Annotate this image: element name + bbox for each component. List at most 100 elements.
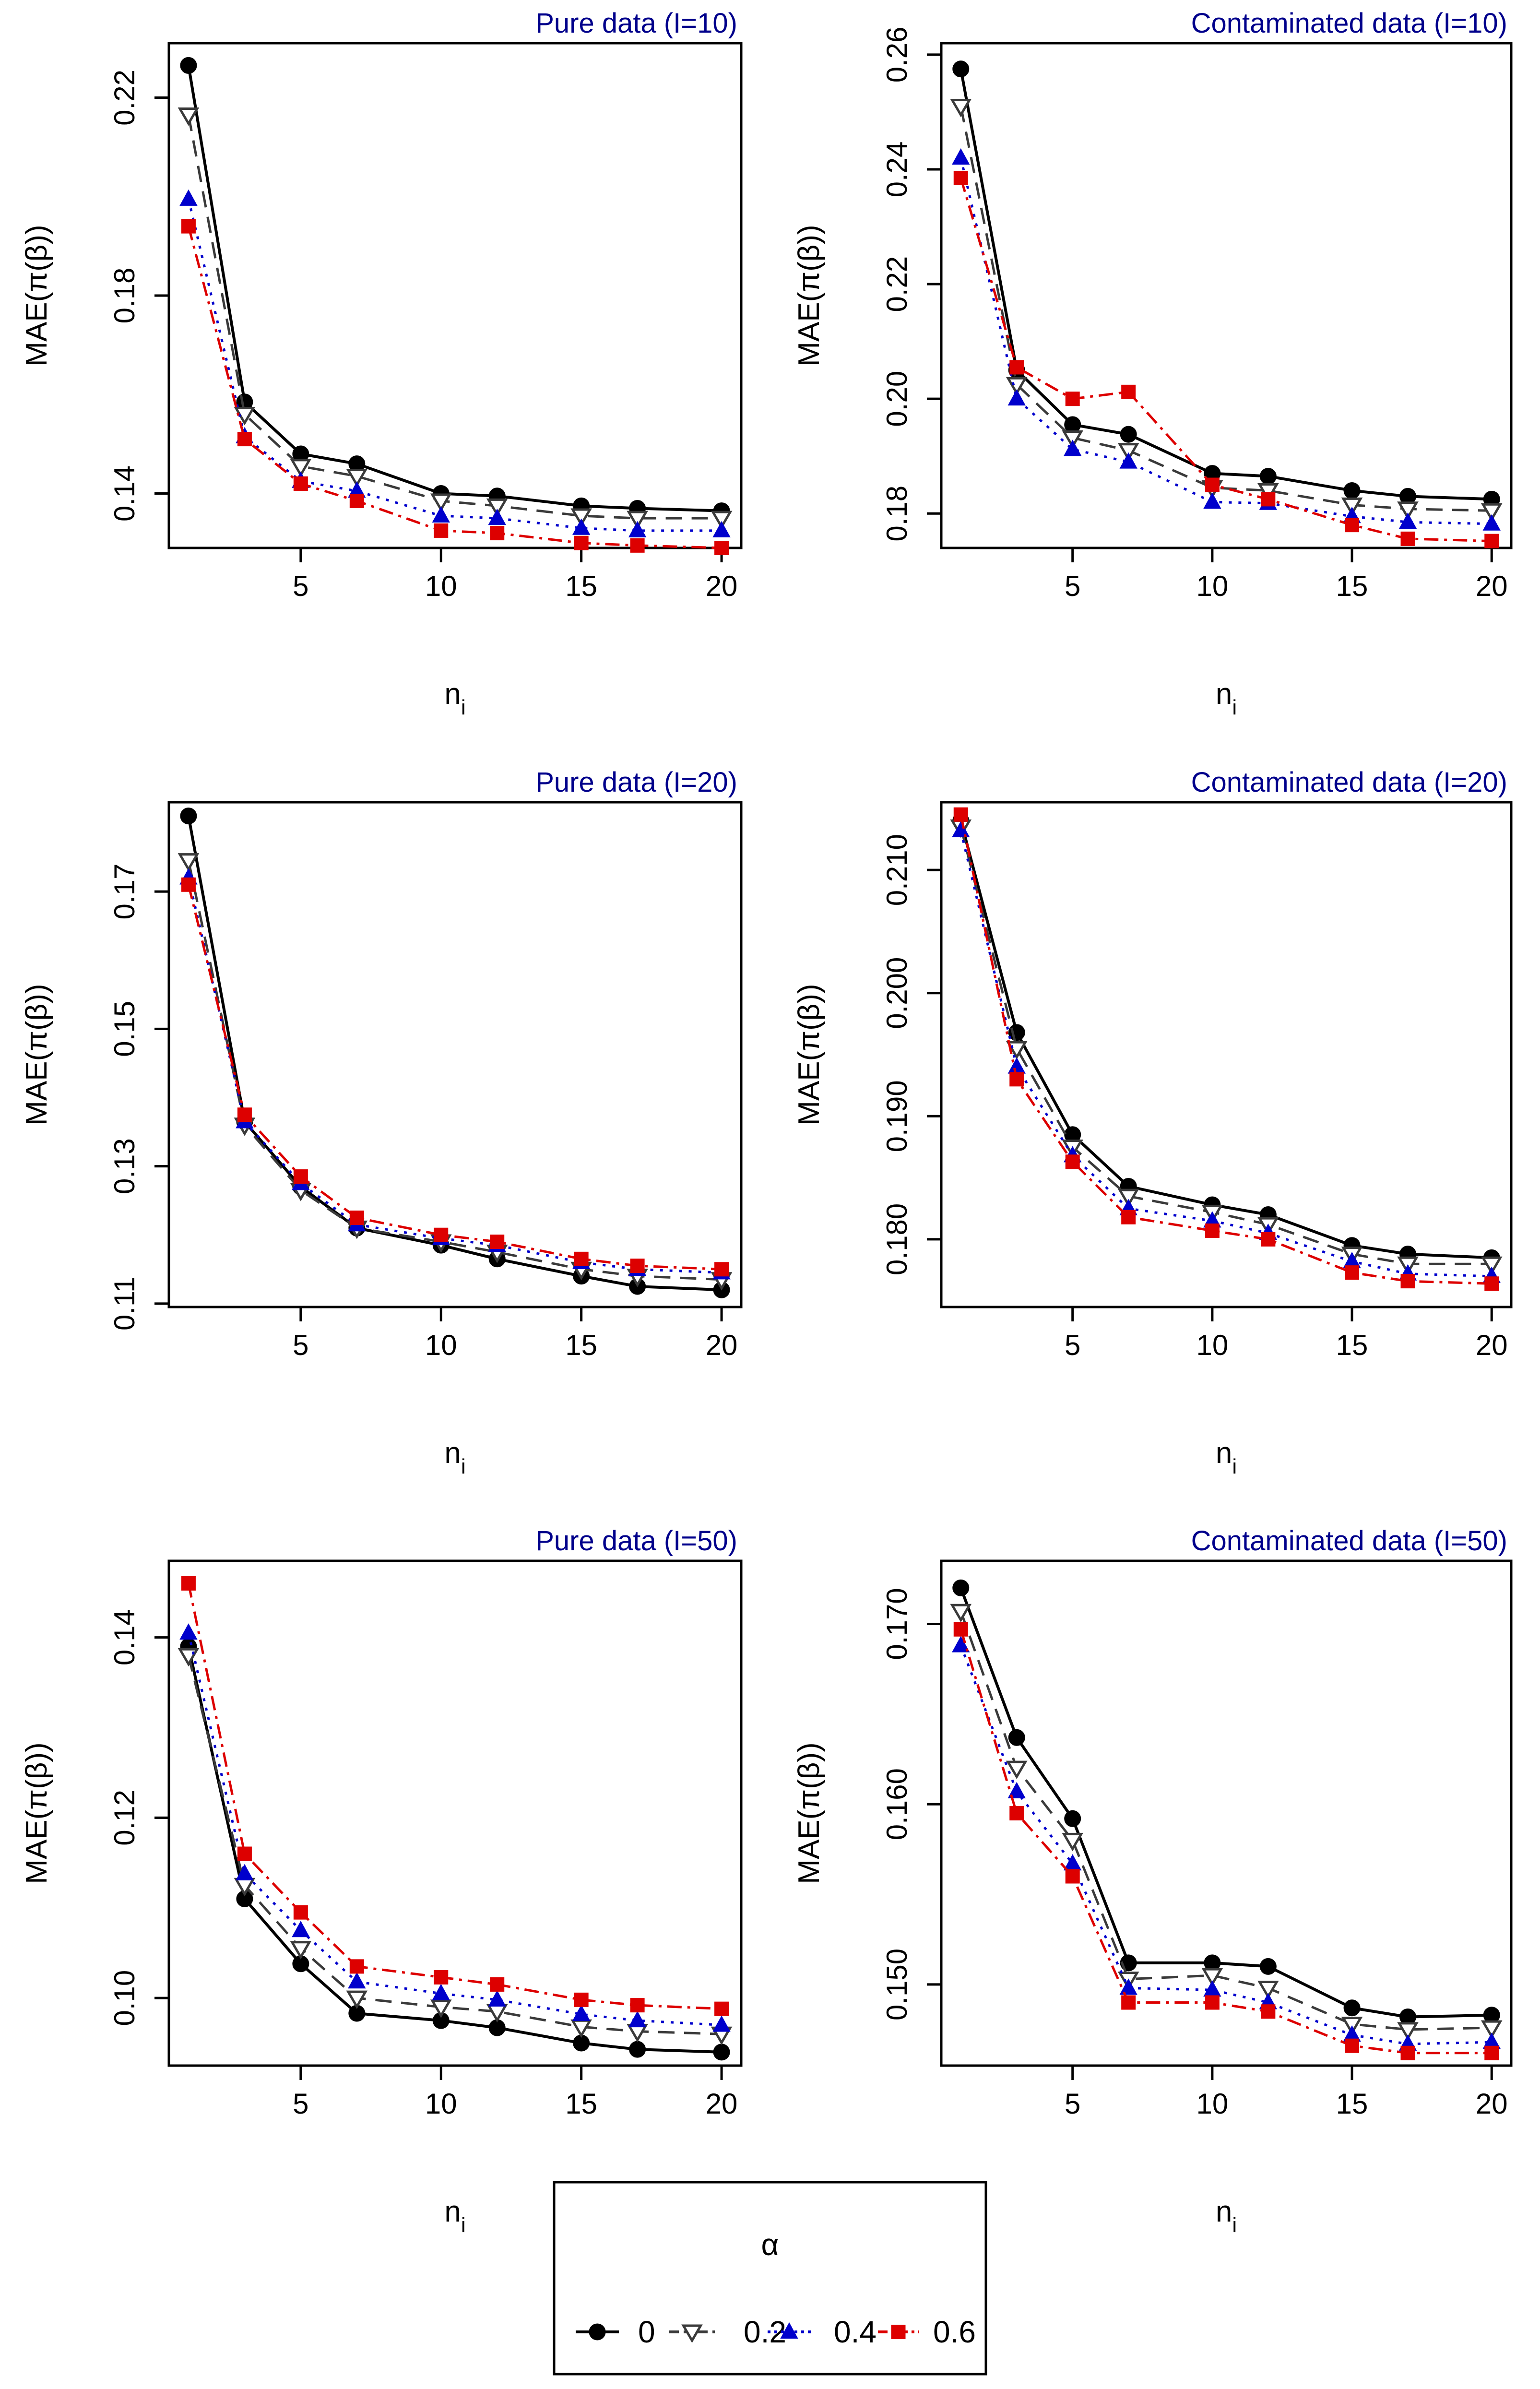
data-point-0.4 (1398, 512, 1417, 529)
plot-frame (940, 1559, 1513, 2067)
series-line-0 (187, 1646, 722, 2054)
x-tick-label: 20 (1476, 570, 1508, 602)
data-point-0.2 (1257, 483, 1279, 502)
data-point-0.6 (349, 1210, 364, 1225)
series-line-0.6 (960, 1629, 1492, 2055)
y-tick-label: 0.26 (881, 27, 913, 83)
series-line-0.2 (960, 826, 1492, 1265)
data-point-0.6 (1205, 477, 1220, 492)
data-point-0.4 (1007, 389, 1026, 406)
y-tick-label: 0.180 (881, 1203, 913, 1275)
data-point-0.6 (1121, 1995, 1136, 2010)
data-point-0.4 (1064, 440, 1082, 456)
legend-label-0: 0 (638, 2315, 655, 2349)
panel-1: Pure data (I=10) 5 10 15 20 0.14 0.18 0.22 ni MAE… (20, 8, 743, 719)
data-point-0.4 (572, 2004, 591, 2021)
x-tick-label: 10 (1196, 1329, 1229, 1361)
data-point-0.4 (488, 1990, 506, 2007)
data-point-0.6 (953, 807, 968, 822)
data-point-0 (1064, 1810, 1081, 1827)
data-point-0 (1343, 1999, 1361, 2017)
series-line-0.6 (187, 884, 722, 1271)
series-line-0.6 (187, 226, 722, 549)
data-point-0.6 (574, 1992, 589, 2007)
legend-label-0.4: 0.4 (834, 2315, 877, 2349)
y-tick-label: 0.11 (108, 1277, 141, 1331)
data-point-0.2 (486, 498, 508, 517)
x-tick-label: 5 (1065, 1329, 1080, 1361)
x-tick-label: 5 (293, 1329, 308, 1361)
data-point-0.2 (1481, 503, 1503, 522)
y-tick-label: 0.22 (881, 256, 913, 312)
series-line-0 (187, 65, 722, 512)
data-point-0.6 (574, 1251, 589, 1266)
series-line-0.6 (960, 814, 1492, 1285)
data-point-0 (1064, 416, 1081, 433)
data-point-0.6 (1205, 1223, 1220, 1238)
data-point-0.4 (712, 521, 731, 537)
legend-marker-0.4 (780, 2322, 798, 2339)
data-point-0.6 (490, 526, 505, 541)
panel-title: Pure data (I=50) (535, 1525, 737, 1557)
data-point-0.6 (953, 170, 968, 185)
series-line-0.4 (187, 1632, 722, 2026)
data-point-0.4 (488, 509, 506, 525)
data-point-0.6 (490, 1235, 505, 1249)
data-point-0 (1259, 1958, 1277, 1975)
data-point-0.2 (1062, 430, 1084, 449)
y-tick-label: 0.22 (108, 70, 141, 126)
data-point-0.6 (181, 877, 196, 892)
data-point-0.2 (1062, 1832, 1084, 1852)
x-tick-label: 20 (706, 1329, 738, 1361)
y-tick-label: 0.18 (881, 486, 913, 542)
data-point-0.2 (711, 511, 733, 530)
x-tick-label: 10 (1196, 2088, 1229, 2120)
data-point-0.4 (712, 2015, 731, 2032)
data-point-0.6 (1121, 384, 1136, 399)
x-tick-label: 10 (425, 2088, 457, 2120)
y-tick-label: 0.17 (108, 864, 141, 920)
data-point-0.4 (432, 506, 450, 523)
data-point-0.2 (1006, 377, 1028, 396)
y-tick-label: 0.190 (881, 1080, 913, 1152)
data-point-0.4 (1119, 452, 1137, 469)
data-point-0.6 (237, 432, 252, 447)
y-axis-label: MAE(π(β)) (20, 1742, 53, 1884)
data-point-0.6 (630, 1259, 645, 1273)
series-line-0.2 (187, 1655, 722, 2035)
data-point-0.2 (950, 1604, 972, 1623)
data-point-0.6 (574, 535, 589, 550)
data-point-0.6 (1009, 360, 1024, 375)
data-point-0.4 (179, 1623, 198, 1640)
series-line-0.2 (187, 860, 722, 1281)
data-point-0 (1259, 468, 1277, 485)
data-point-0.6 (490, 1977, 505, 1992)
y-tick-label: 0.20 (881, 371, 913, 427)
y-tick-label: 0.160 (881, 1768, 913, 1840)
y-tick-label: 0.200 (881, 957, 913, 1029)
data-point-0 (952, 1579, 970, 1596)
data-point-0.4 (348, 1972, 366, 1989)
x-axis-label: ni (444, 677, 465, 719)
x-tick-label: 15 (565, 2088, 597, 2120)
data-point-0.2 (1201, 1968, 1223, 1987)
data-point-0.6 (953, 1622, 968, 1637)
panel-title: Contaminated data (I=50) (1191, 1525, 1507, 1557)
data-point-0.6 (1400, 2045, 1415, 2060)
y-tick-label: 0.14 (108, 465, 141, 522)
data-point-0.2 (178, 107, 200, 126)
y-tick-label: 0.210 (881, 834, 913, 906)
series-line-0 (959, 69, 1492, 501)
data-point-0.2 (430, 1999, 452, 2018)
legend-marker-0.6 (891, 2325, 906, 2339)
data-point-0 (1343, 482, 1361, 499)
data-point-0.4 (432, 1984, 450, 2000)
data-point-0.2 (1257, 1980, 1279, 1999)
data-point-0.2 (627, 511, 648, 530)
data-point-0.2 (950, 99, 972, 118)
data-point-0.6 (1345, 518, 1360, 533)
series-line-0.6 (187, 1583, 722, 2010)
data-point-0.6 (1484, 534, 1499, 548)
data-point-0.6 (1205, 1995, 1220, 2010)
data-point-0.2 (1341, 497, 1363, 516)
